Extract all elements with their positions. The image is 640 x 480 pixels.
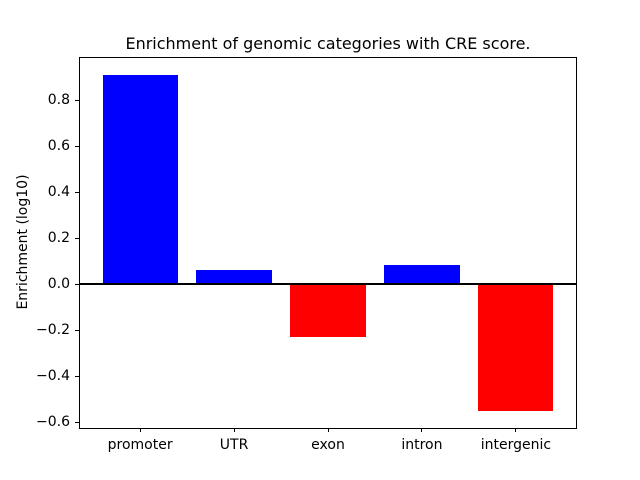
- y-tick-label: 0.8: [47, 92, 70, 109]
- x-tick: [515, 427, 517, 432]
- y-tick: [75, 375, 79, 377]
- bar-exon: [290, 284, 366, 338]
- x-tick-label-exon: exon: [311, 436, 345, 453]
- y-tick: [75, 283, 79, 285]
- x-tick-label-intergenic: intergenic: [480, 436, 552, 453]
- x-tick-label-promoter: promoter: [107, 436, 173, 453]
- y-tick: [75, 99, 79, 101]
- y-tick: [75, 191, 79, 193]
- x-tick: [139, 427, 141, 432]
- x-tick: [233, 427, 235, 432]
- plot-title: Enrichment of genomic categories with CR…: [125, 34, 531, 53]
- x-tick-label-intron: intron: [401, 436, 443, 453]
- y-tick-label: 0.6: [47, 138, 70, 155]
- bar-intron: [384, 264, 460, 285]
- x-tick: [327, 427, 329, 432]
- bar-intergenic: [478, 284, 554, 411]
- y-tick-label: −0.2: [36, 322, 70, 339]
- y-tick-label: −0.4: [36, 368, 70, 385]
- zero-line: [80, 283, 576, 286]
- y-tick: [75, 237, 79, 239]
- y-tick: [75, 421, 79, 423]
- y-tick-label: 0.2: [47, 230, 70, 247]
- y-tick-label: −0.6: [36, 414, 70, 431]
- y-tick: [75, 329, 79, 331]
- bar-UTR: [196, 270, 272, 285]
- y-tick-label: 0.0: [47, 276, 70, 293]
- x-tick-label-UTR: UTR: [219, 436, 249, 453]
- axes: 0.8 0.6 0.4 0.2 0.0 −0.2 −0.4 −0.6 promoter UTR ex…: [36, 57, 577, 453]
- y-tick: [75, 145, 79, 147]
- y-tick-label: 0.4: [47, 184, 70, 201]
- x-tick: [421, 427, 423, 432]
- bar-promoter: [102, 74, 178, 285]
